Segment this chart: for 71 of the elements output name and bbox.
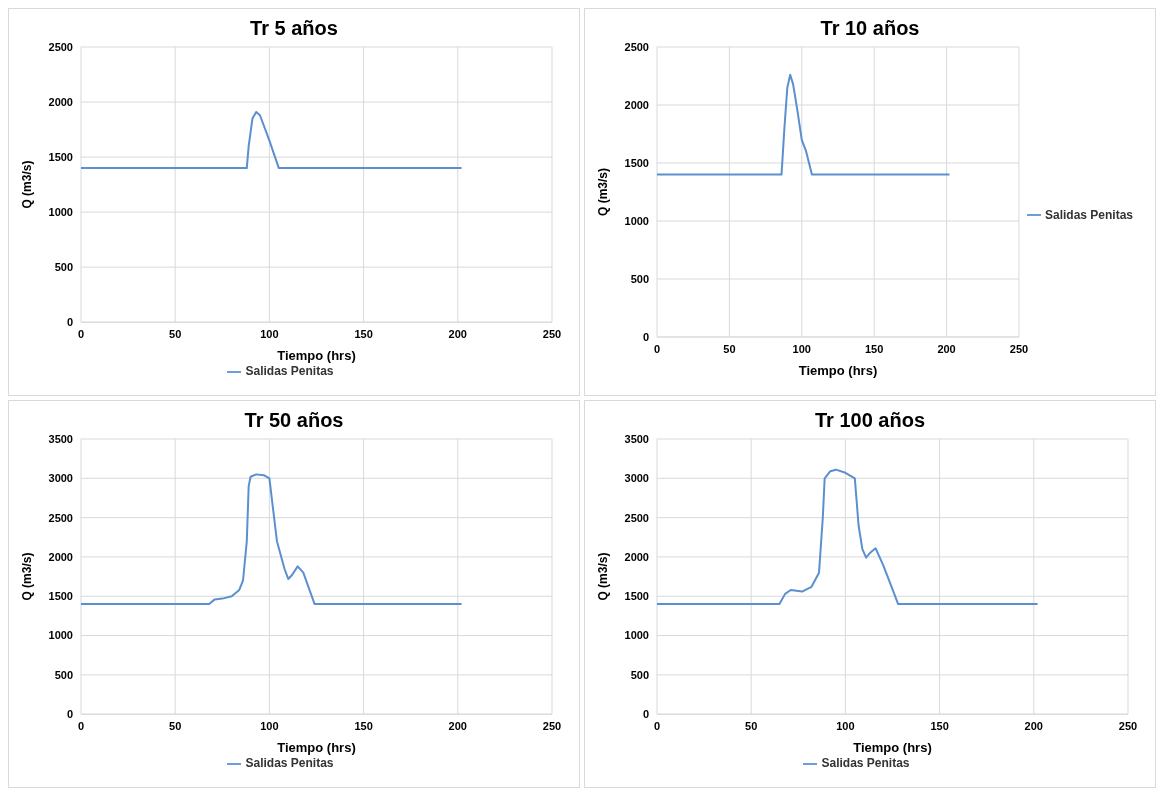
y-tick-label: 3000	[48, 472, 73, 485]
x-tick-label: 150	[930, 719, 949, 732]
y-tick-label: 1500	[624, 590, 649, 603]
y-tick-label: 2000	[48, 95, 73, 108]
line-series	[657, 73, 951, 176]
legend-label: Salidas Penitas	[1044, 207, 1133, 222]
y-tick-label: 2000	[48, 550, 73, 563]
x-tick-label: 50	[169, 719, 182, 732]
x-tick-label: 50	[745, 719, 758, 732]
x-tick-label: 150	[354, 327, 373, 340]
line-series	[657, 468, 1039, 606]
x-tick-label: 0	[653, 342, 661, 355]
y-axis-title: Q (m3/s)	[596, 167, 611, 217]
x-tick-label: 100	[260, 327, 279, 340]
y-tick-label: 2000	[624, 98, 649, 111]
x-axis-title: Tiempo (hrs)	[798, 363, 878, 378]
x-tick-label: 150	[864, 342, 884, 355]
y-tick-label: 1000	[624, 214, 649, 227]
y-tick-label: 1500	[48, 150, 73, 163]
x-tick-label: 0	[77, 327, 85, 340]
y-tick-label: 2500	[624, 511, 649, 524]
legend-label: Salidas Penitas	[245, 364, 334, 379]
y-tick-label: 500	[54, 261, 73, 274]
legend-label: Salidas Penitas	[245, 756, 334, 771]
y-tick-label: 1000	[48, 629, 73, 642]
chart-title: Tr 100 años	[813, 408, 927, 433]
x-axis-title: Tiempo (hrs)	[277, 348, 356, 364]
y-tick-label: 500	[630, 668, 649, 681]
y-tick-label: 1500	[48, 590, 73, 603]
x-tick-label: 0	[77, 719, 85, 732]
y-axis-title: Q (m3/s)	[20, 552, 35, 601]
x-tick-label: 250	[1009, 342, 1029, 355]
y-tick-label: 2500	[624, 40, 649, 53]
y-tick-label: 500	[630, 272, 649, 285]
legend-label: Salidas Penitas	[821, 756, 910, 771]
x-tick-label: 50	[169, 327, 182, 340]
y-tick-label: 3500	[48, 432, 73, 445]
x-tick-label: 200	[1024, 719, 1043, 732]
x-tick-label: 250	[1118, 719, 1138, 732]
y-tick-label: 2500	[48, 511, 73, 524]
x-tick-label: 200	[448, 719, 467, 732]
chart-title: Tr 5 años	[249, 16, 339, 41]
y-tick-label: 1000	[624, 629, 649, 642]
x-axis-title: Tiempo (hrs)	[277, 740, 356, 756]
y-tick-label: 1000	[48, 206, 73, 219]
y-axis-title: Q (m3/s)	[20, 160, 35, 209]
x-tick-label: 200	[937, 342, 956, 355]
y-tick-label: 0	[642, 708, 649, 721]
x-tick-label: 100	[836, 719, 855, 732]
y-tick-label: 500	[54, 668, 73, 681]
y-tick-label: 0	[66, 316, 73, 329]
y-tick-label: 3000	[624, 472, 649, 485]
x-tick-label: 250	[542, 327, 562, 340]
y-tick-label: 2000	[624, 550, 649, 563]
x-tick-label: 250	[542, 719, 562, 732]
x-tick-label: 0	[653, 719, 661, 732]
y-tick-label: 1500	[624, 156, 649, 169]
y-tick-label: 2500	[48, 40, 73, 53]
y-tick-label: 0	[66, 708, 73, 721]
chart-title: Tr 50 años	[243, 408, 345, 433]
x-tick-label: 50	[723, 342, 736, 355]
line-series	[81, 110, 463, 170]
x-tick-label: 100	[260, 719, 279, 732]
y-axis-title: Q (m3/s)	[596, 552, 611, 601]
chart-title: Tr 10 años	[819, 16, 921, 41]
x-tick-label: 150	[354, 719, 373, 732]
x-axis-title: Tiempo (hrs)	[853, 740, 932, 756]
y-tick-label: 3500	[624, 432, 649, 445]
x-tick-label: 200	[448, 327, 467, 340]
x-tick-label: 100	[792, 342, 811, 355]
line-series	[81, 473, 463, 606]
